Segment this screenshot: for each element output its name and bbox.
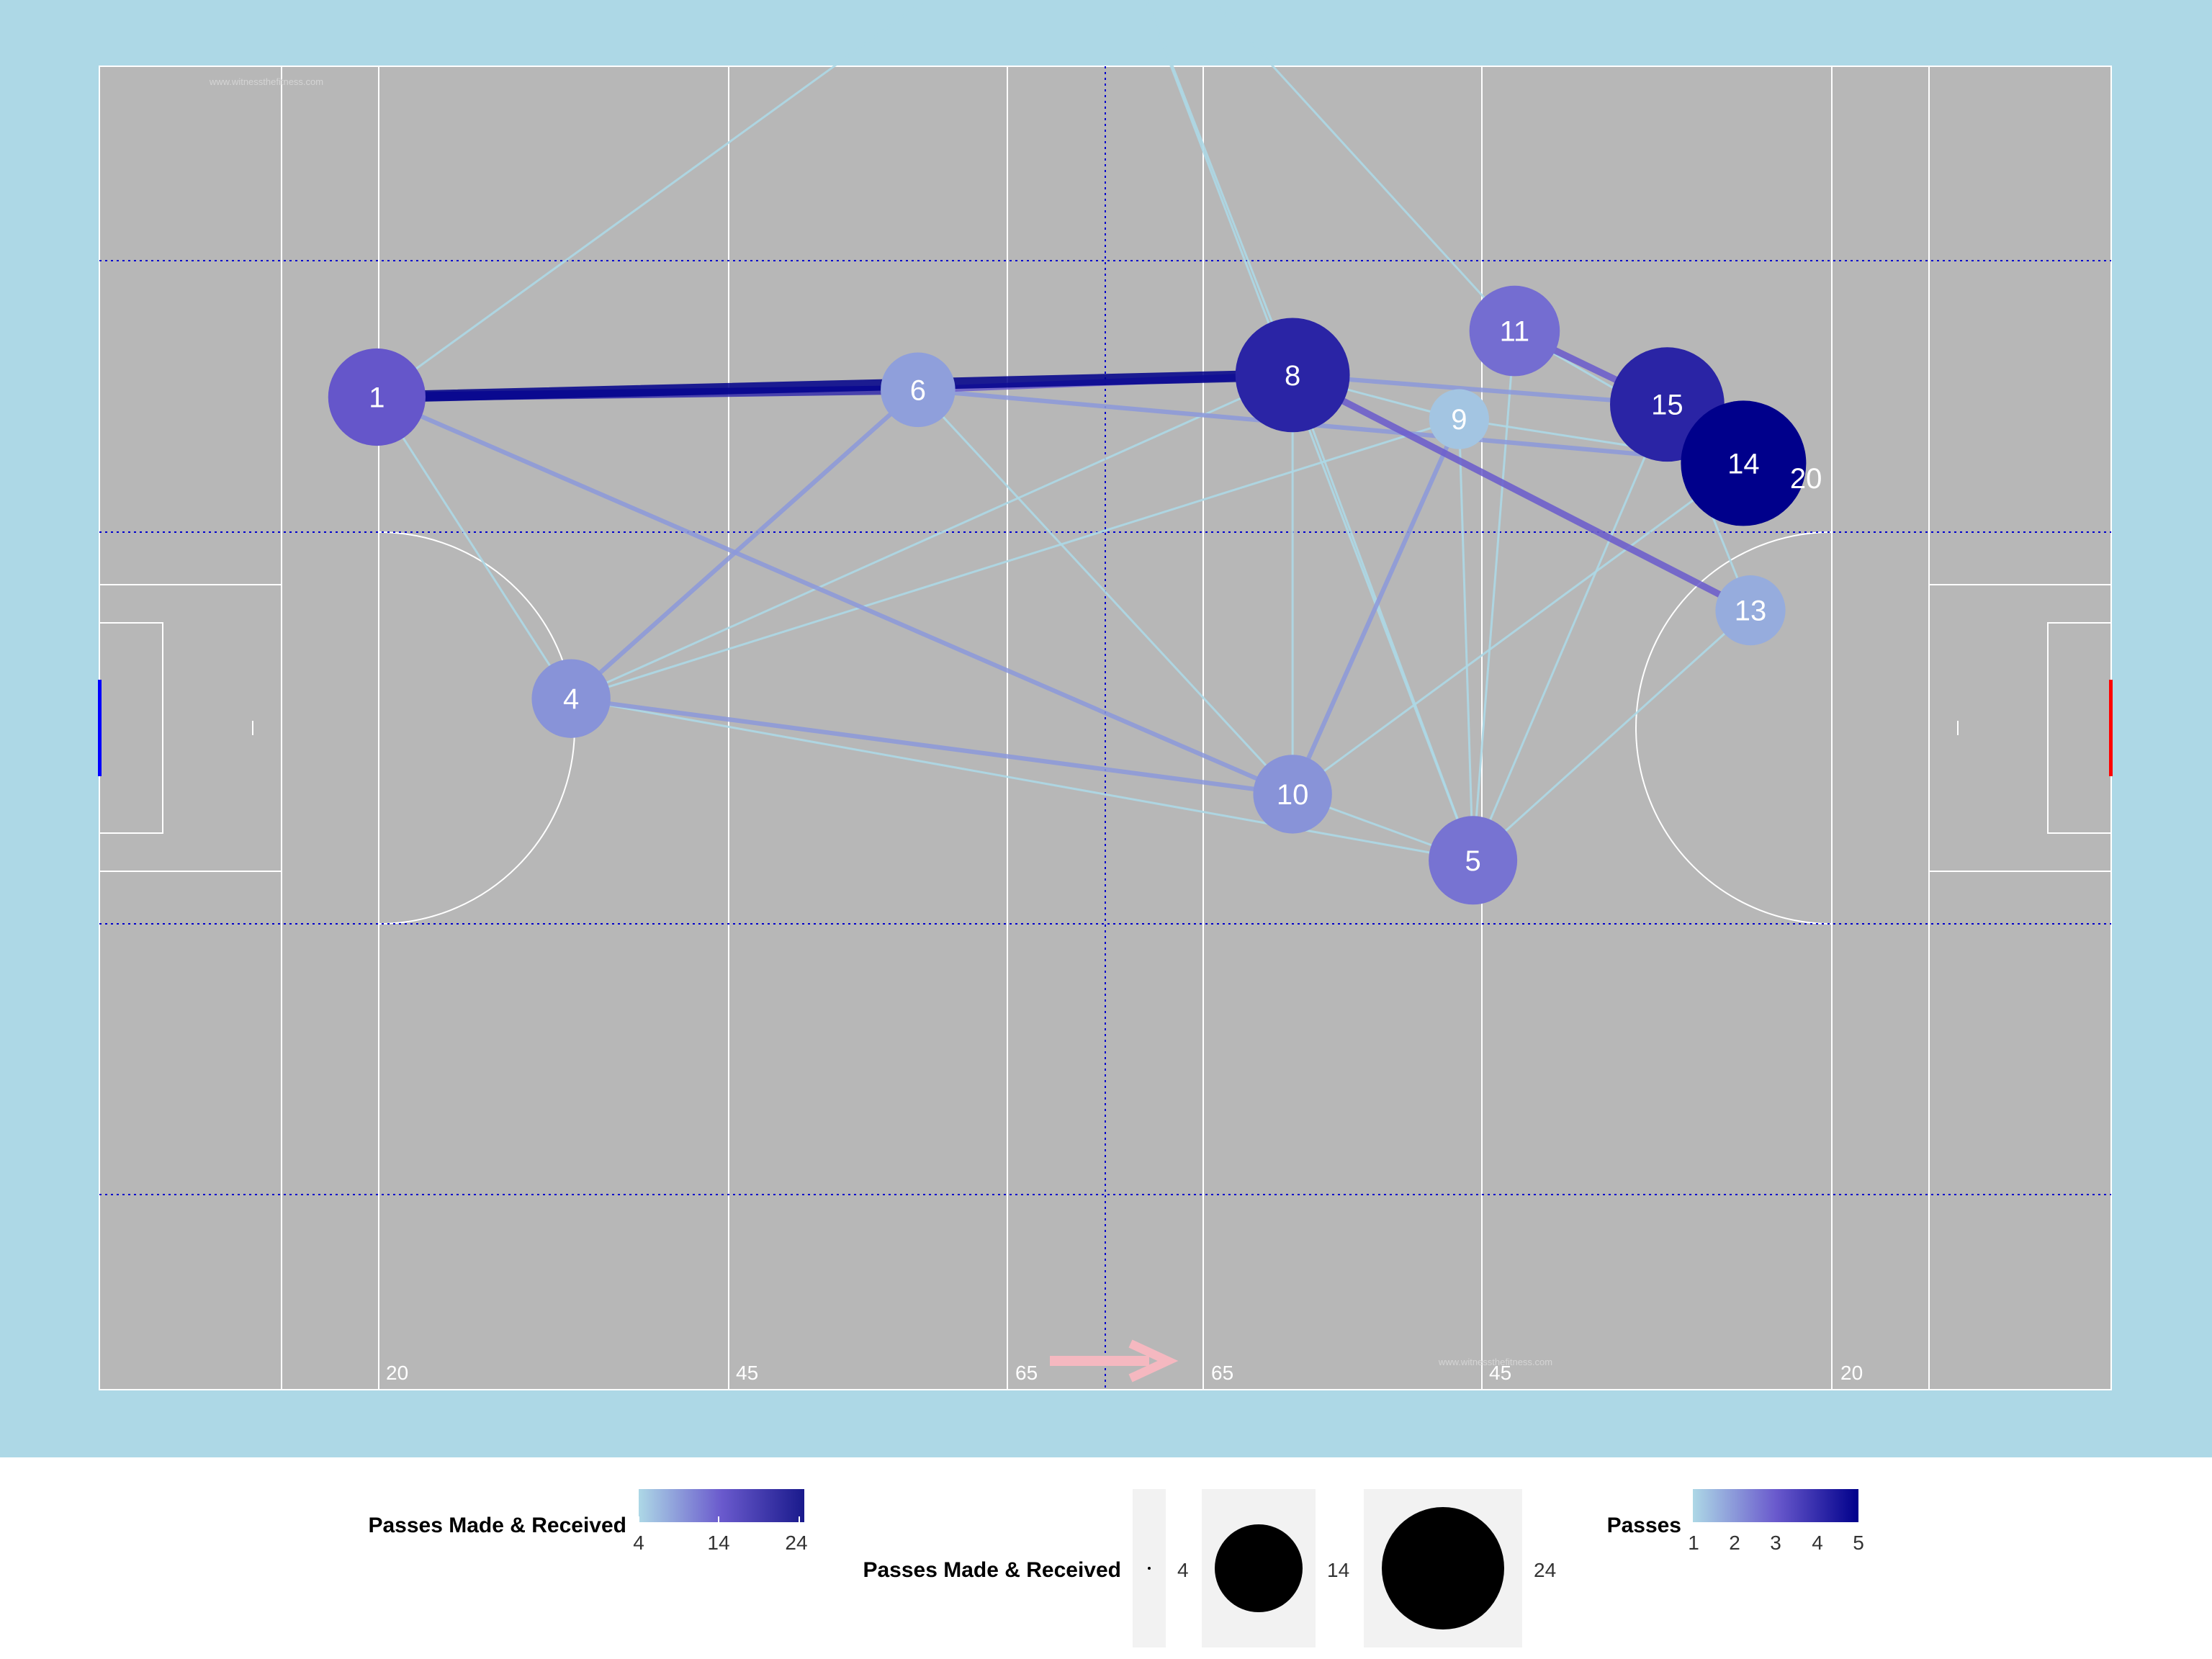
pass-link-5-15	[1472, 403, 1668, 862]
pitch: www.witnessthefitness.com www.witnessthe…	[98, 66, 2113, 1390]
player-node-9	[1429, 389, 1489, 449]
player-node-10	[1253, 755, 1332, 834]
player-label-5: 5	[1465, 845, 1481, 877]
legend-size-key-4	[1148, 1567, 1151, 1570]
legend-size-label-14: 14	[1327, 1559, 1349, 1581]
player-node-6	[881, 352, 956, 428]
legend-node-color-label-24: 24	[785, 1532, 807, 1554]
legend-size-key-24	[1382, 1507, 1504, 1629]
right-goal	[2109, 680, 2113, 776]
pass-link-6-10	[917, 388, 1294, 796]
dotted-grid	[99, 66, 2111, 1390]
legend-node-color-label-4: 4	[633, 1532, 644, 1554]
legend-edge-label-2: 2	[1729, 1532, 1740, 1554]
pass-link-1-8	[371, 369, 1299, 403]
legend-node-size: Passes Made & Received 4 14 24	[863, 1489, 1556, 1647]
pass-link-4-10	[569, 696, 1295, 797]
player-node-14	[1681, 400, 1807, 526]
legend-size-key-14	[1215, 1524, 1303, 1612]
player-label-20: 20	[1790, 463, 1822, 495]
arc-right	[1635, 531, 1833, 925]
pass-link-1-4	[375, 396, 572, 700]
field-label-20-right: 20	[1840, 1362, 1863, 1384]
arrow-head	[1128, 1339, 1179, 1382]
pass-link-8-13	[1289, 372, 1754, 614]
pass-link-4-8	[570, 374, 1294, 700]
pass-link-10-14	[1291, 462, 1745, 796]
legend-edge-label-4: 4	[1812, 1532, 1823, 1554]
legend-node-color-title: Passes Made & Received	[368, 1514, 626, 1537]
field-line-labels: 20 45 65 65 45 20	[386, 1362, 1863, 1384]
pass-link-4-5	[570, 697, 1475, 862]
player-label-14: 14	[1727, 448, 1760, 480]
player-node-4	[531, 659, 611, 738]
legend-edge-color-title: Passes	[1607, 1514, 1681, 1537]
pass-link-6-14	[915, 387, 1746, 466]
pass-link-7-11	[1210, 0, 1516, 333]
player-label-15: 15	[1651, 390, 1683, 421]
pass-link-5-13	[1472, 609, 1752, 862]
pass-link-4-6	[569, 387, 920, 701]
player-label-11: 11	[1500, 316, 1530, 348]
legend-edge-label-3: 3	[1770, 1532, 1781, 1554]
player-label-6: 6	[910, 374, 926, 406]
legend-node-size-title: Passes Made & Received	[863, 1558, 1121, 1582]
legend-edge-label-1: 1	[1688, 1532, 1699, 1554]
player-node-11	[1469, 285, 1560, 377]
legend-node-color: Passes Made & Received 4 14 24	[368, 1489, 808, 1554]
pass-link-1-7	[375, 0, 928, 398]
legend-edge-color-bar	[1693, 1489, 1858, 1522]
pass-link-7-8	[1146, 0, 1294, 377]
player-node-5	[1429, 816, 1518, 905]
legend-edge-label-5: 5	[1853, 1532, 1864, 1554]
pass-link-1-10	[374, 395, 1295, 797]
player-node-8	[1235, 318, 1350, 433]
field-label-45-right: 45	[1489, 1362, 1511, 1384]
attack-direction-arrow	[1050, 1339, 1179, 1382]
player-nodes: 79136410511181514	[328, 285, 1807, 905]
player-node-13	[1715, 575, 1786, 646]
legend-size-label-24: 24	[1534, 1559, 1556, 1581]
field-label-65-left: 65	[1015, 1362, 1038, 1384]
player-node-1	[328, 348, 426, 446]
pass-link-8-15	[1290, 372, 1670, 407]
player-label-9: 9	[1451, 404, 1467, 436]
legend-node-color-label-14: 14	[707, 1532, 729, 1554]
left-goal	[98, 680, 102, 776]
legend-edge-color: Passes 1 2 3 4 5	[1607, 1489, 1864, 1554]
watermark-top: www.witnessthefitness.com	[209, 76, 323, 87]
legend-node-color-bar	[639, 1489, 804, 1522]
player-label-10: 10	[1277, 779, 1309, 811]
pass-links	[371, 0, 1754, 862]
pass-link-8-5	[1291, 374, 1475, 862]
field-label-45-left: 45	[736, 1362, 758, 1384]
player-label-13: 13	[1735, 595, 1767, 627]
pass-link-4-9	[570, 418, 1460, 700]
player-label-4: 4	[563, 683, 579, 715]
watermark-bottom: www.witnessthefitness.com	[1438, 1357, 1552, 1367]
player-label-1: 1	[369, 382, 385, 414]
pass-link-9-5	[1457, 418, 1475, 862]
player-label-8: 8	[1285, 360, 1300, 392]
pass-link-11-5	[1472, 330, 1516, 862]
legend-size-label-4: 4	[1177, 1559, 1189, 1581]
field-label-20-left: 20	[386, 1362, 408, 1384]
pitch-lines	[99, 66, 2112, 1390]
pass-link-9-10	[1290, 417, 1462, 797]
field-label-65-right: 65	[1211, 1362, 1233, 1384]
